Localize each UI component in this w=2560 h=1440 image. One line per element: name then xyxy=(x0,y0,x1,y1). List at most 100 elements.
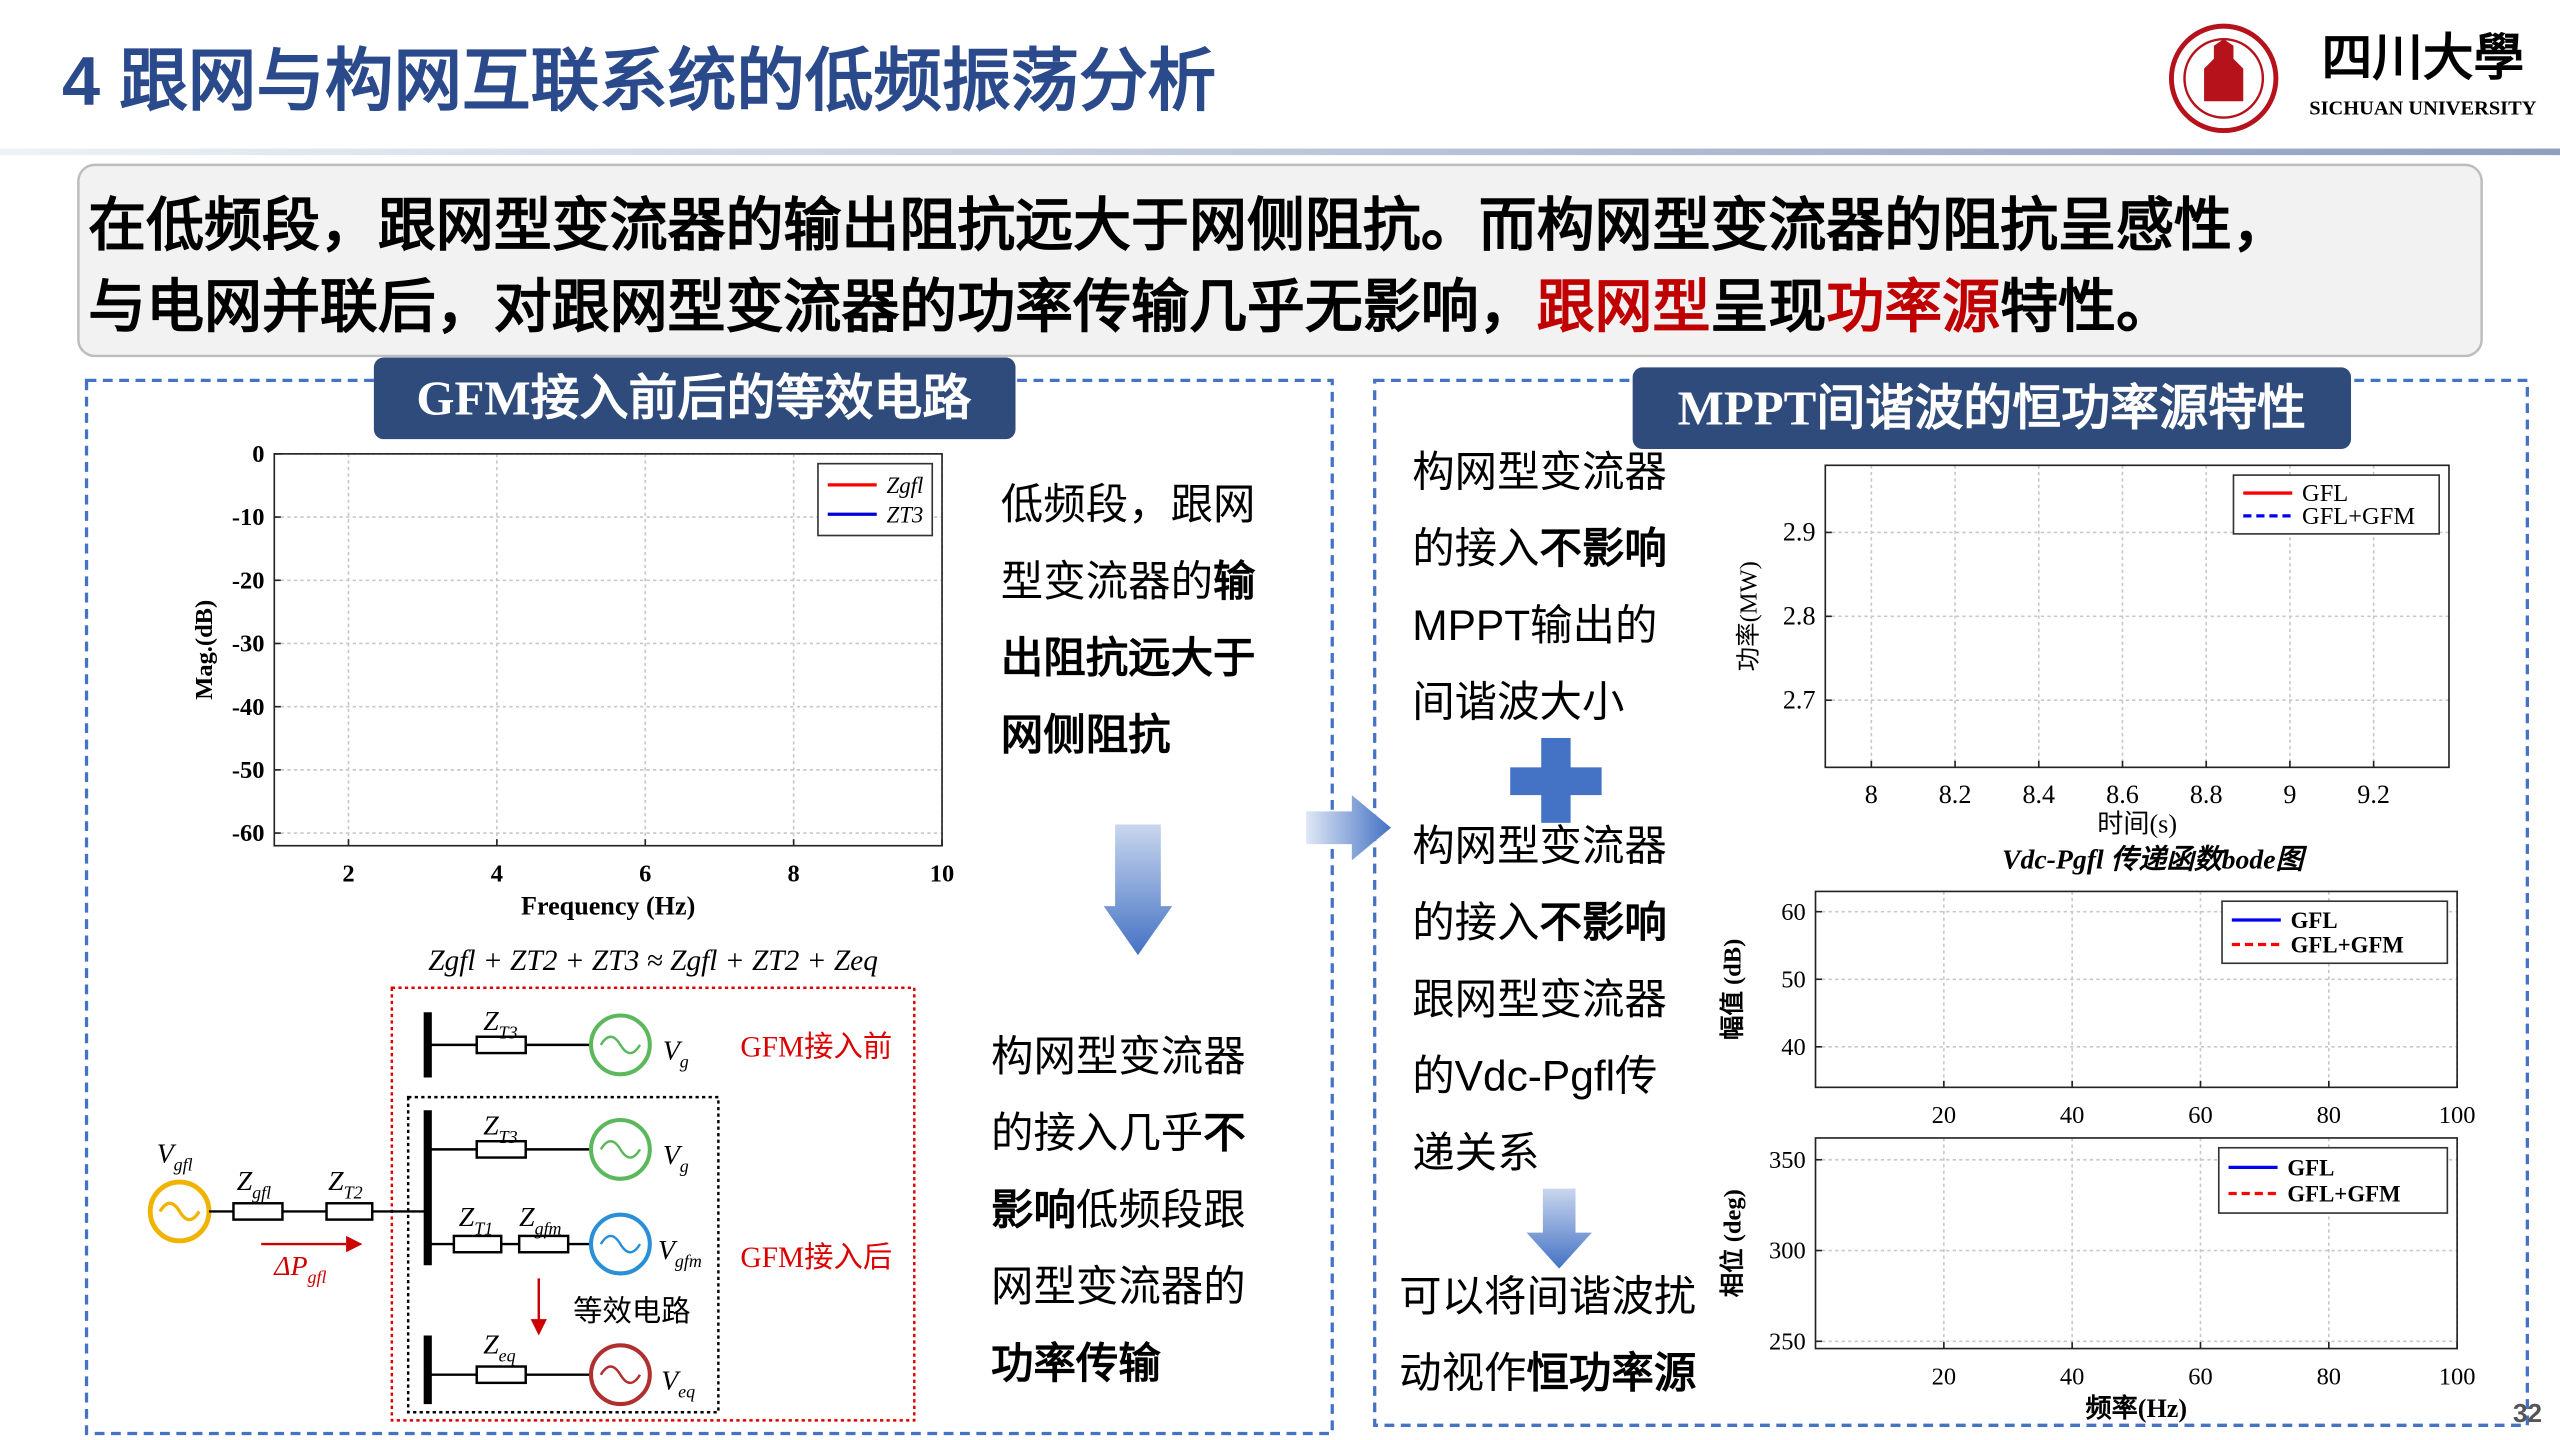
symbol-sub: T2 xyxy=(344,1182,363,1202)
circuit-symbol: ZT1 xyxy=(459,1202,493,1238)
link-arrow xyxy=(1306,795,1392,861)
legend-label: GFL+GFM xyxy=(2287,1182,2400,1207)
note-line: 构网型变流器 xyxy=(991,1033,1246,1080)
left-panel-title: GFM接入前后的等效电路 xyxy=(416,371,972,426)
summary-segment: 功率源 xyxy=(1826,276,2000,340)
note-line-segment: 出阻抗远大于 xyxy=(1001,635,1256,682)
note-line-segment: 递关系 xyxy=(1412,1129,1539,1176)
y-tick-label: 300 xyxy=(1769,1238,1806,1265)
note-line: 网侧阻抗 xyxy=(1001,711,1171,758)
symbol-sub: eq xyxy=(499,1346,516,1366)
plot-frame xyxy=(1814,890,2458,1089)
y-tick-label: 350 xyxy=(1769,1147,1806,1174)
symbol-sub: T3 xyxy=(499,1127,518,1147)
note-line: 的Vdc-Pgfl传 xyxy=(1412,1053,1657,1100)
y-tick-label: -40 xyxy=(232,694,265,721)
circuit-symbol: Zgfm xyxy=(519,1202,561,1238)
y-tick-label: 2.7 xyxy=(1783,685,1816,714)
x-tick-label: 60 xyxy=(2188,1363,2212,1390)
symbol-main: V xyxy=(157,1138,177,1169)
plus-sign xyxy=(1510,737,1602,823)
legend-label: ZT3 xyxy=(887,502,924,527)
x-tick-label: 9 xyxy=(2283,780,2296,809)
note-line: 构网型变流器 xyxy=(1412,822,1667,869)
x-tick-label: 9.2 xyxy=(2357,780,2390,809)
plot-frame xyxy=(1824,464,2450,769)
y-tick-label: 2.9 xyxy=(1783,518,1816,547)
note-line-segment: 低频段，跟网 xyxy=(1001,481,1256,528)
summary: 在低频段，跟网型变流器的输出阻抗远大于网侧阻抗。而构网型变流器的阻抗呈感性， 与电… xyxy=(88,194,2290,340)
y-axis-label: 相位 (deg) xyxy=(1717,1189,1746,1297)
note-line-segment: 构网型变流器 xyxy=(1412,449,1667,496)
note-line-segment: 构网型变流器 xyxy=(1412,822,1667,869)
y-tick-label: 40 xyxy=(1781,1034,1805,1061)
symbol-sub: g xyxy=(680,1156,689,1176)
plus-bar xyxy=(1541,737,1571,823)
page-number: 32 xyxy=(2513,1398,2542,1428)
symbol-sub: eq xyxy=(678,1382,695,1402)
legend-box xyxy=(2221,900,2449,965)
source xyxy=(588,1013,652,1077)
symbol-sub: gfl xyxy=(174,1155,193,1175)
note-line-segment: 间谐波大小 xyxy=(1412,679,1624,726)
y-tick-label: 60 xyxy=(1781,899,1805,926)
circuit-symbol: ZT3 xyxy=(483,1111,517,1147)
symbol-main: V xyxy=(658,1235,678,1266)
circuit-equation: Zgfl + ZT2 + ZT3 ≈ Zgfl + ZT2 + Zeq xyxy=(428,945,878,977)
source xyxy=(588,1212,652,1276)
note-line-segment: 构网型变流器 xyxy=(991,1033,1246,1080)
x-tick-label: 20 xyxy=(1932,1102,1956,1129)
down-arrow xyxy=(1103,824,1173,956)
note-line: 的接入不影响 xyxy=(1412,899,1667,946)
legend-label: GFL+GFM xyxy=(2302,503,2415,530)
x-tick-label: 8 xyxy=(788,861,800,888)
x-tick-label: 80 xyxy=(2317,1363,2341,1390)
y-axis-label: 幅值 (dB) xyxy=(1718,939,1746,1040)
arrow-head xyxy=(346,1235,363,1253)
circuit-symbol: Zeq xyxy=(483,1329,515,1365)
logo-name: 四川大學 xyxy=(2322,30,2524,86)
y-tick-label: 50 xyxy=(1781,966,1805,993)
source-wave xyxy=(599,1365,642,1385)
legend-label: GFL+GFM xyxy=(2291,933,2404,958)
plot-frame xyxy=(1814,1137,2458,1350)
legend-label: GFL xyxy=(2291,908,2338,933)
legend-box xyxy=(2217,1146,2449,1214)
y-axis-label: Mag.(dB) xyxy=(191,600,218,700)
note-line: 递关系 xyxy=(1412,1129,1539,1176)
note-line-segment: 不影响 xyxy=(1540,525,1667,572)
source-wave xyxy=(158,1201,201,1222)
circuit-label: GFM接入前 xyxy=(740,1030,892,1063)
note-line-segment: 网侧阻抗 xyxy=(1001,711,1171,758)
x-tick-label: 40 xyxy=(2060,1363,2084,1390)
legend-label: Zgfl xyxy=(887,473,924,498)
note-line-segment: 的接入几乎 xyxy=(991,1110,1203,1157)
note-line: 间谐波大小 xyxy=(1412,679,1624,726)
circuit-symbol: Zgfl xyxy=(237,1166,271,1202)
x-tick-label: 10 xyxy=(930,861,954,888)
plot-frame xyxy=(273,453,943,847)
note-line: 构网型变流器 xyxy=(1412,449,1667,496)
note-line: 动视作恒功率源 xyxy=(1399,1350,1696,1397)
note-line-segment: 的接入 xyxy=(1412,525,1539,572)
legend-label: GFL xyxy=(2287,1156,2334,1181)
circuit-symbol: Vgfl xyxy=(157,1138,193,1174)
x-tick-label: 4 xyxy=(491,861,503,888)
note-line: 可以将间谐波扰 xyxy=(1399,1273,1696,1320)
logo-subtitle: SICHUAN UNIVERSITY xyxy=(2309,97,2536,119)
logo-ring-inner xyxy=(2183,37,2265,119)
symbol-main: V xyxy=(663,1140,683,1171)
note-line: 网型变流器的 xyxy=(991,1263,1246,1310)
symbol-main: ΔP xyxy=(273,1251,307,1282)
x-tick-label: 100 xyxy=(2439,1363,2476,1390)
note-line-segment: 输 xyxy=(1213,558,1256,605)
x-tick-label: 80 xyxy=(2317,1102,2341,1129)
chart-title: Vdc-Pgfl 传递函数bode图 xyxy=(2002,845,2308,876)
symbol-main: V xyxy=(663,1036,683,1067)
circuit-symbol: ΔPgfl xyxy=(273,1251,326,1287)
source xyxy=(588,1117,652,1181)
logo-ring xyxy=(2168,23,2279,134)
arrow-head xyxy=(530,1319,547,1336)
symbol-main: Z xyxy=(483,1329,499,1360)
